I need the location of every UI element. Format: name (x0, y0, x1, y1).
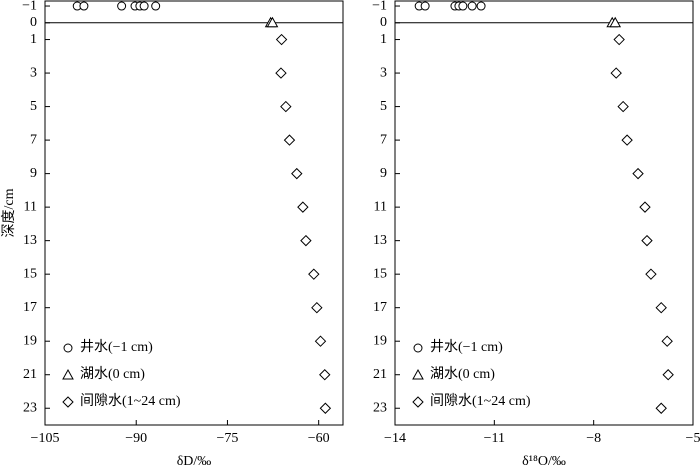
marker-diamond (639, 201, 651, 213)
marker-diamond (632, 167, 644, 180)
y-tick-label: 3 (380, 65, 387, 80)
y-tick-label: 15 (23, 266, 37, 281)
marker-diamond (655, 402, 667, 414)
legend-marker (62, 396, 74, 408)
marker-diamond (661, 335, 673, 347)
y-tick-label: −1 (22, 0, 37, 13)
legend-marker (413, 343, 423, 353)
y-tick-label: 3 (30, 65, 37, 80)
y-tick-label: 0 (30, 15, 37, 30)
marker-diamond (283, 134, 296, 146)
legend-label: 间隙水(1~24 cm) (430, 393, 531, 409)
y-tick-label: 11 (24, 199, 37, 214)
x-axis-title: δ¹⁸O/‰ (522, 454, 566, 469)
legend-marker (62, 368, 74, 380)
marker-triangle (266, 16, 279, 28)
y-tick-label: 7 (380, 132, 387, 147)
marker-diamond (621, 134, 633, 146)
marker-diamond (610, 67, 622, 79)
marker-diamond (275, 33, 288, 46)
marker-circle (79, 1, 89, 11)
marker-diamond (275, 67, 287, 79)
y-axis-title: 深度/cm (1, 188, 17, 237)
legend-label: 湖水(0 cm) (430, 366, 495, 382)
y-tick-label: 7 (30, 132, 37, 147)
marker-circle (467, 1, 477, 11)
y-tick-label: 23 (373, 400, 387, 415)
marker-diamond (291, 167, 303, 180)
x-tick-label: −14 (384, 431, 406, 446)
marker-circle (117, 1, 127, 11)
y-tick-label: 11 (374, 199, 387, 214)
marker-diamond (297, 201, 309, 213)
x-tick-label: −90 (125, 431, 147, 446)
y-tick-label: 1 (30, 32, 37, 47)
y-tick-label: 15 (373, 266, 387, 281)
y-tick-label: 19 (373, 333, 387, 348)
legend-marker (63, 343, 73, 353)
marker-diamond (645, 268, 657, 280)
legend-marker (412, 368, 424, 380)
legend-label: 湖水(0 cm) (80, 366, 145, 382)
marker-diamond (300, 234, 312, 247)
plot-frame (44, 0, 344, 426)
x-axis-title: δD/‰ (177, 454, 212, 469)
y-tick-label: 13 (373, 233, 387, 248)
y-tick-label: −1 (372, 0, 387, 13)
legend-label: 间隙水(1~24 cm) (80, 393, 181, 409)
y-tick-label: 19 (23, 333, 37, 348)
legend-marker (412, 396, 424, 408)
y-tick-label: 0 (380, 15, 387, 30)
x-tick-label: −8 (586, 431, 601, 446)
plot-frame (394, 0, 694, 426)
y-tick-label: 23 (23, 400, 37, 415)
marker-diamond (655, 301, 667, 314)
marker-diamond (308, 268, 320, 280)
marker-triangle (609, 16, 622, 28)
y-tick-label: 9 (30, 166, 37, 181)
y-tick-label: 17 (23, 300, 37, 315)
marker-diamond (311, 301, 323, 314)
marker-circle (151, 1, 161, 11)
marker-diamond (319, 369, 331, 381)
marker-circle (476, 1, 486, 11)
legend-label: 井水(−1 cm) (80, 339, 153, 355)
x-tick-label: −105 (31, 431, 60, 446)
marker-diamond (617, 100, 629, 113)
x-tick-label: −5 (686, 431, 700, 446)
marker-diamond (314, 335, 327, 347)
marker-circle (139, 1, 149, 11)
x-tick-label: −75 (216, 431, 238, 446)
marker-diamond (280, 100, 292, 113)
marker-circle (420, 1, 430, 11)
y-tick-label: 5 (30, 99, 37, 114)
legend-label: 井水(−1 cm) (430, 339, 503, 355)
y-tick-label: 9 (380, 166, 387, 181)
y-tick-label: 21 (373, 367, 387, 382)
marker-diamond (641, 234, 653, 247)
y-tick-label: 1 (380, 32, 387, 47)
x-tick-label: −11 (484, 431, 505, 446)
marker-diamond (662, 369, 674, 381)
x-tick-label: −60 (308, 431, 330, 446)
y-tick-label: 21 (23, 367, 37, 382)
y-tick-label: 5 (380, 99, 387, 114)
marker-circle (458, 1, 468, 11)
marker-diamond (613, 33, 625, 46)
marker-diamond (319, 402, 332, 414)
y-tick-label: 13 (23, 233, 37, 248)
y-tick-label: 17 (373, 300, 387, 315)
